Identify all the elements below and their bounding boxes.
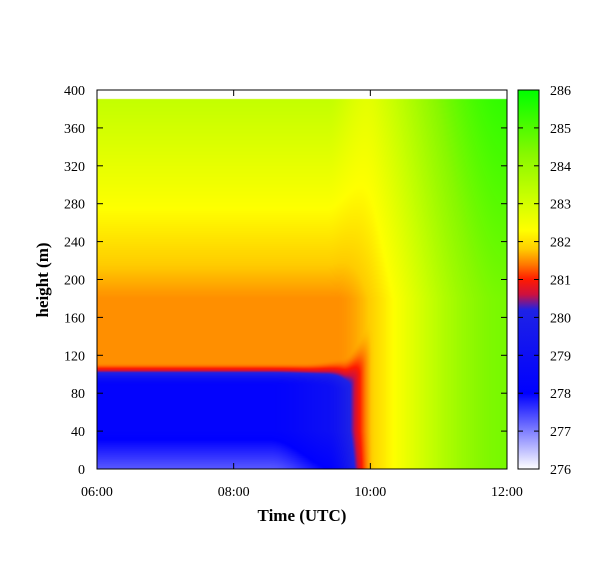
colorbar-tick-label: 281 — [550, 274, 571, 289]
heatmap-field — [97, 90, 507, 469]
y-tick-label: 40 — [71, 425, 85, 440]
x-axis-title: Time (UTC) — [258, 506, 347, 525]
y-tick-label: 200 — [64, 274, 85, 289]
y-axis: 0 40 80 120 160 200 240 280 320 360 400 — [64, 84, 507, 478]
x-axis: 06:00 08:00 10:00 12:00 — [81, 90, 523, 500]
colorbar-tick-label: 280 — [550, 311, 571, 326]
y-tick-label: 280 — [64, 198, 85, 213]
x-tick-label: 06:00 — [81, 485, 113, 500]
colorbar-tick-label: 282 — [550, 236, 571, 251]
colorbar-tick-label: 276 — [550, 463, 571, 478]
y-tick-label: 160 — [64, 311, 85, 326]
colorbar-tick-label: 277 — [550, 425, 571, 440]
y-tick-label: 240 — [64, 236, 85, 251]
colorbar-tick-label: 286 — [550, 84, 571, 99]
colorbar-tick-label: 284 — [550, 160, 571, 175]
y-tick-label: 120 — [64, 349, 85, 364]
colorbar-tick-label: 285 — [550, 122, 571, 137]
colorbar-tick-label: 283 — [550, 198, 571, 213]
colorbar-tick-label: 279 — [550, 349, 571, 364]
y-tick-label: 320 — [64, 160, 85, 175]
y-tick-label: 0 — [78, 463, 85, 478]
x-tick-label: 12:00 — [491, 485, 523, 500]
colorbar-axis: 276 277 278 279 280 281 282 283 284 285 286 — [518, 84, 571, 478]
x-tick-label: 08:00 — [218, 485, 250, 500]
heatmap-image — [97, 90, 507, 469]
x-tick-label: 10:00 — [354, 485, 386, 500]
y-tick-label: 400 — [64, 84, 85, 99]
y-axis-title: height (m) — [33, 242, 52, 317]
y-tick-label: 80 — [71, 387, 85, 402]
y-tick-label: 360 — [64, 122, 85, 137]
colorbar-tick-label: 278 — [550, 387, 571, 402]
